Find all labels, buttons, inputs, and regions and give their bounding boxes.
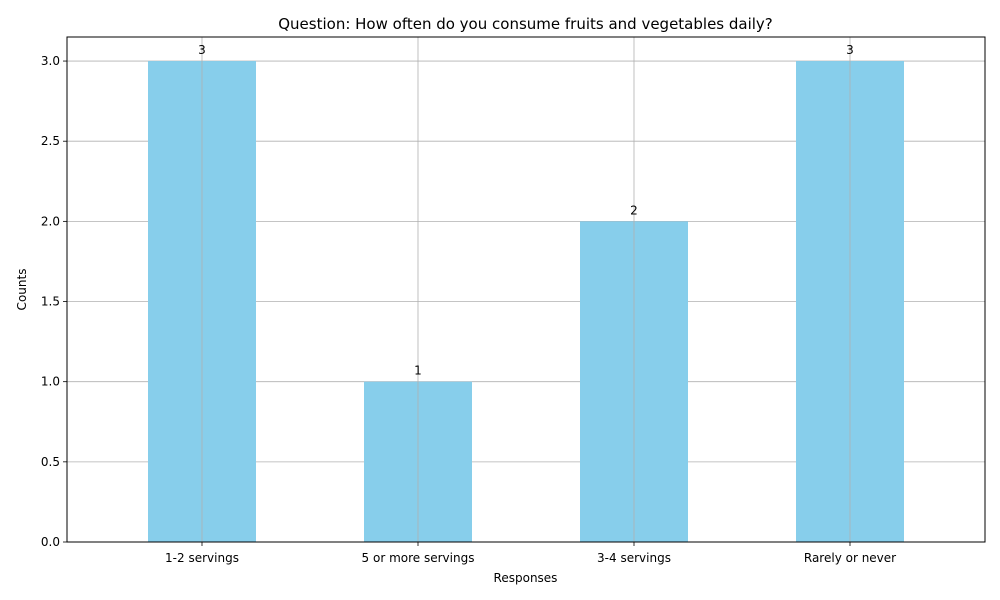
y-tick-label: 3.0 <box>41 54 60 68</box>
x-tick-label: 3-4 servings <box>597 551 671 565</box>
y-tick-label: 1.0 <box>41 375 60 389</box>
x-tick-label: 1-2 servings <box>165 551 239 565</box>
y-tick-label: 0.0 <box>41 535 60 549</box>
y-tick-label: 0.5 <box>41 455 60 469</box>
data-label: 2 <box>630 203 638 217</box>
x-axis-ticks: 1-2 servings 5 or more servings 3-4 servin… <box>165 542 896 565</box>
data-label: 1 <box>414 364 422 378</box>
data-label: 3 <box>846 43 854 57</box>
y-axis-ticks: 0.0 0.5 1.0 1.5 2.0 2.5 3.0 <box>41 54 67 549</box>
x-tick-label: 5 or more servings <box>362 551 475 565</box>
vertical-grid-lines <box>201 37 851 542</box>
y-tick-label: 1.5 <box>41 295 60 309</box>
x-tick-label: Rarely or never <box>804 551 896 565</box>
y-tick-label: 2.0 <box>41 214 60 228</box>
plot-frame <box>66 36 986 543</box>
x-axis-label: Responses <box>494 571 558 585</box>
data-labels: 3 1 2 3 <box>198 43 854 378</box>
data-label: 3 <box>198 43 206 57</box>
y-axis-label: Counts <box>15 269 29 311</box>
chart-title: Question: How often do you consume fruit… <box>278 15 773 33</box>
y-tick-label: 2.5 <box>41 134 60 148</box>
